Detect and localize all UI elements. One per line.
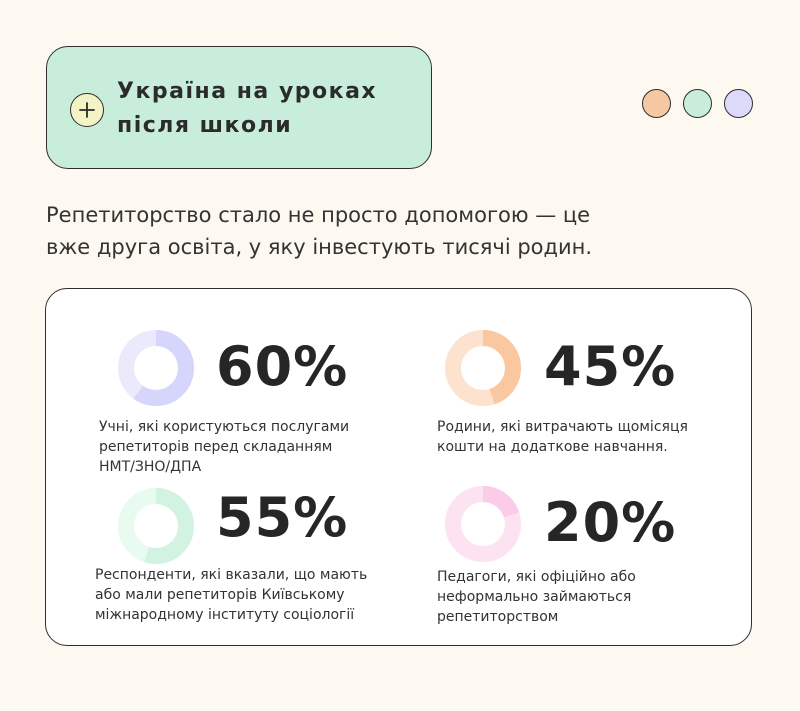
stat-label-line: Педагоги, які офіційно або — [437, 569, 636, 585]
stat-label-teachers: Педагоги, які офіційно або неформально з… — [437, 567, 636, 627]
stat-label-line: Родини, які витрачають щомісяця — [437, 419, 688, 435]
stat-label-line: Учні, які користуються послугами — [99, 419, 350, 435]
donut-slice — [118, 330, 194, 406]
stat-label-line: репетиторів перед складанням — [99, 439, 333, 455]
stat-label-students: Учні, які користуються послугами репетит… — [99, 417, 349, 477]
donut-slice — [118, 488, 194, 564]
intro-line-2: вже друга освіта, у яку інвестують тисяч… — [46, 235, 593, 259]
stat-value-20: 20% — [544, 491, 677, 554]
stat-label-line: Респонденти, які вказали, що мають — [95, 567, 368, 583]
stat-label-line: міжнародному інституту соціології — [95, 607, 355, 623]
stat-label-line: або мали репетиторів Київському — [95, 587, 345, 603]
stats-card: 60% Учні, які користуються послугами реп… — [45, 288, 752, 646]
stat-label-line: кошти на додаткове навчання. — [437, 439, 668, 455]
stat-label-line: репетиторством — [437, 609, 559, 625]
stat-label-respondents: Респонденти, які вказали, що мають або м… — [95, 565, 367, 625]
plus-icon[interactable] — [70, 93, 104, 127]
stat-value-55: 55% — [216, 486, 349, 549]
stat-label-families: Родини, які витрачають щомісяця кошти на… — [437, 417, 688, 457]
intro-line-1: Репетиторство стало не просто допомогою … — [46, 203, 591, 227]
stat-value-45: 45% — [544, 335, 677, 398]
donut-slice — [445, 486, 521, 562]
lavender-dot — [724, 89, 753, 118]
orange-dot — [642, 89, 671, 118]
page-title-line-1: Україна на уроках — [117, 79, 378, 104]
donut-chart-55 — [118, 488, 194, 564]
mint-dot — [683, 89, 712, 118]
stat-label-line: неформально займаються — [437, 589, 632, 605]
donut-chart-45 — [445, 330, 521, 406]
donut-chart-20 — [445, 486, 521, 562]
title-card: Україна на уроках після школи — [46, 46, 432, 169]
stat-value-60: 60% — [216, 335, 349, 398]
page-title: Україна на уроках після школи — [117, 75, 417, 143]
page-title-line-2: після школи — [117, 113, 293, 138]
donut-chart-60 — [118, 330, 194, 406]
intro-text: Репетиторство стало не просто допомогою … — [46, 199, 666, 263]
stat-label-line: НМТ/ЗНО/ДПА — [99, 459, 202, 475]
donut-slice — [445, 330, 521, 406]
